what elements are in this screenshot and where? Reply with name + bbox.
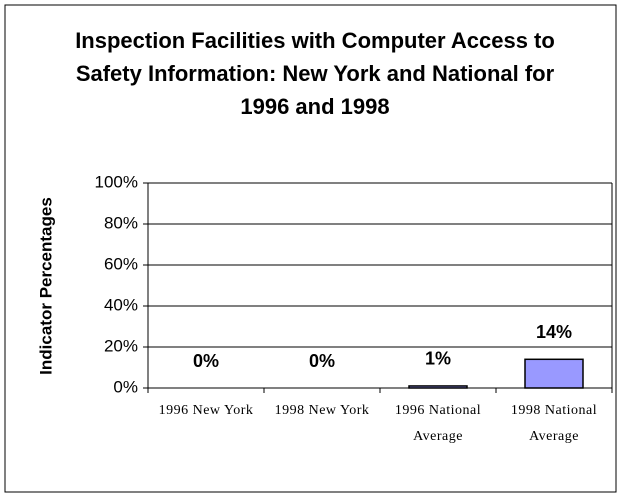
x-tick-label: 1998 National Average — [510, 403, 598, 444]
chart-title: Inspection Facilities with Computer Acce… — [75, 28, 555, 119]
y-tick-label: 100% — [95, 172, 138, 191]
x-tick-label: 1996 National Average — [394, 403, 482, 444]
x-tick-label: 1998 New York — [274, 403, 370, 418]
x-tick-label: 1996 New York — [158, 403, 254, 418]
y-tick-label: 20% — [104, 336, 138, 355]
frame — [4, 4, 617, 493]
bar — [524, 358, 584, 389]
bar — [408, 385, 468, 389]
y-tick-label: 40% — [104, 295, 138, 314]
y-tick-label: 80% — [104, 213, 138, 232]
data-label: 1% — [425, 349, 451, 369]
data-label: 14% — [536, 322, 572, 342]
y-tick-label: 0% — [113, 377, 138, 396]
y-axis-label: Indicator Percentages — [36, 197, 55, 375]
y-tick-label: 60% — [104, 254, 138, 273]
data-label: 0% — [309, 351, 335, 371]
data-label: 0% — [193, 351, 219, 371]
